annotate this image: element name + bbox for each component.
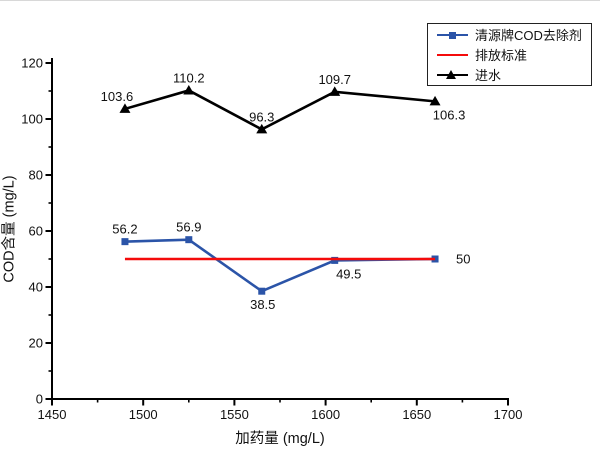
point-label: 96.3: [249, 109, 274, 124]
x-tick-label: 1500: [129, 407, 158, 422]
y-axis-title: COD含量 (mg/L): [1, 175, 18, 283]
point-label: 50: [456, 252, 470, 267]
point-label: 106.3: [433, 107, 466, 122]
y-tick-label: 0: [36, 392, 43, 407]
x-tick-label: 1450: [38, 407, 67, 422]
legend-item-influent: 进水: [437, 65, 591, 84]
series-markers-cod-remover: [121, 236, 439, 295]
point-label: 110.2: [173, 70, 205, 85]
x-tick-label: 1550: [220, 407, 249, 422]
legend-line-triangle-icon: [437, 69, 468, 80]
point-label: 38.5: [250, 297, 275, 312]
y-tick-label: 40: [29, 280, 43, 295]
y-tick-label: 80: [29, 168, 43, 183]
axis-ticks: 1450 1500 1550 1600 1650 1700 0 20 40 60 80 100 120: [21, 56, 522, 423]
x-tick-label: 1600: [311, 407, 340, 422]
legend-line-icon: [437, 49, 468, 60]
legend-label: 进水: [475, 68, 502, 83]
point-label: 109.7: [318, 72, 351, 87]
x-tick-label: 1650: [402, 407, 431, 422]
x-axis-title: 加药量 (mg/L): [235, 431, 325, 447]
point-label: 49.5: [336, 266, 361, 281]
legend-item-cod-remover: 清源牌COD去除剂: [437, 25, 591, 44]
series-markers-influent: [119, 84, 441, 134]
point-labels: 56.2 56.9 38.5 49.5 50 103.6 110.2 96.3 109.7 106…: [101, 70, 471, 312]
x-tick-label: 1700: [494, 407, 523, 422]
y-tick-label: 120: [21, 56, 43, 71]
legend: 清源牌COD去除剂 排放标准 进水: [427, 23, 592, 86]
legend-label: 清源牌COD去除剂: [475, 28, 582, 43]
series-line-cod-remover: [124, 238, 436, 293]
legend-item-discharge-standard: 排放标准: [437, 45, 591, 64]
series-line-influent: [124, 89, 436, 131]
legend-line-square-icon: [437, 29, 468, 40]
y-tick-label: 20: [29, 336, 43, 351]
point-label: 56.9: [176, 220, 201, 235]
point-label: 103.6: [101, 89, 134, 104]
y-tick-label: 100: [21, 112, 43, 127]
point-label: 56.2: [112, 222, 137, 237]
y-tick-label: 60: [29, 224, 43, 239]
legend-label: 排放标准: [475, 48, 528, 63]
